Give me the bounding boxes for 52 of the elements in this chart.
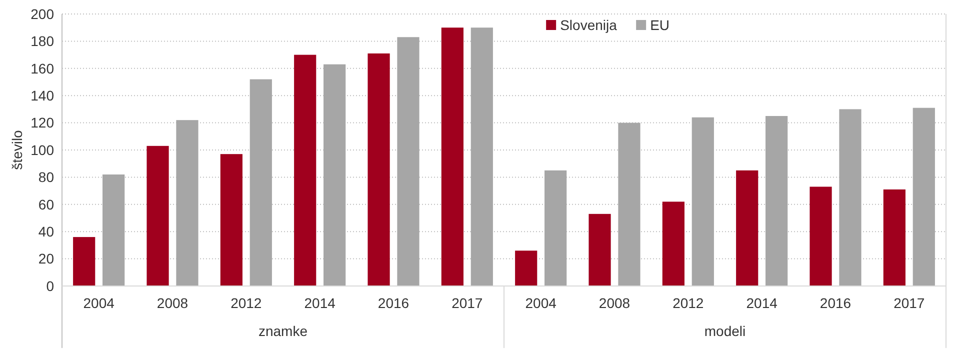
bar: [250, 79, 272, 286]
y-tick-label: 180: [30, 33, 54, 50]
x-tick-label: 2008: [156, 295, 188, 311]
y-tick-label: 80: [38, 169, 54, 186]
y-tick-label: 0: [46, 278, 54, 294]
x-tick-label: 2016: [378, 295, 410, 311]
x-tick-label: 2016: [820, 295, 852, 311]
bar: [883, 189, 906, 286]
bar: [102, 174, 125, 286]
bar: [294, 54, 316, 286]
x-tick-label: 2012: [230, 295, 262, 311]
y-tick-label: 40: [38, 224, 54, 240]
bar: [324, 64, 346, 286]
bar: [766, 116, 788, 286]
bar: [368, 53, 390, 286]
bar: [692, 117, 714, 286]
x-tick-label: 2017: [894, 295, 925, 311]
bar: [912, 108, 935, 286]
bar: [544, 170, 567, 286]
legend-label: Slovenija: [560, 17, 618, 33]
bar: [588, 214, 611, 286]
x-tick-label: 2004: [83, 295, 115, 311]
bar: [146, 146, 169, 286]
x-tick-label: 2014: [746, 295, 778, 311]
x-tick-label: 2017: [452, 295, 483, 311]
x-tick-label: 2008: [598, 295, 630, 311]
bar: [618, 122, 640, 286]
bar: [470, 28, 493, 286]
x-tick-label: 2014: [304, 295, 336, 311]
y-tick-label: 160: [30, 60, 54, 76]
bar: [176, 120, 198, 286]
text: modeli: [704, 323, 746, 339]
legend-label: EU: [650, 17, 670, 33]
bar: [810, 186, 832, 286]
bar: [662, 202, 684, 286]
y-tick-label: 120: [30, 114, 54, 131]
bar: [515, 250, 538, 286]
text: znamke: [258, 323, 308, 339]
bar: [220, 154, 242, 286]
bar: [73, 237, 96, 286]
bar: [441, 28, 464, 286]
y-tick-label: 60: [38, 196, 54, 212]
y-tick-label: 200: [30, 6, 54, 22]
bar: [397, 37, 420, 286]
x-tick-label: 2004: [525, 295, 557, 311]
y-tick-label: 100: [30, 142, 54, 158]
bar: [839, 109, 862, 286]
y-tick-label: 20: [38, 250, 54, 267]
y-tick-label: 140: [30, 88, 54, 104]
y-axis-title: število: [9, 130, 25, 170]
x-tick-label: 2012: [672, 295, 704, 311]
bar: [736, 170, 758, 286]
